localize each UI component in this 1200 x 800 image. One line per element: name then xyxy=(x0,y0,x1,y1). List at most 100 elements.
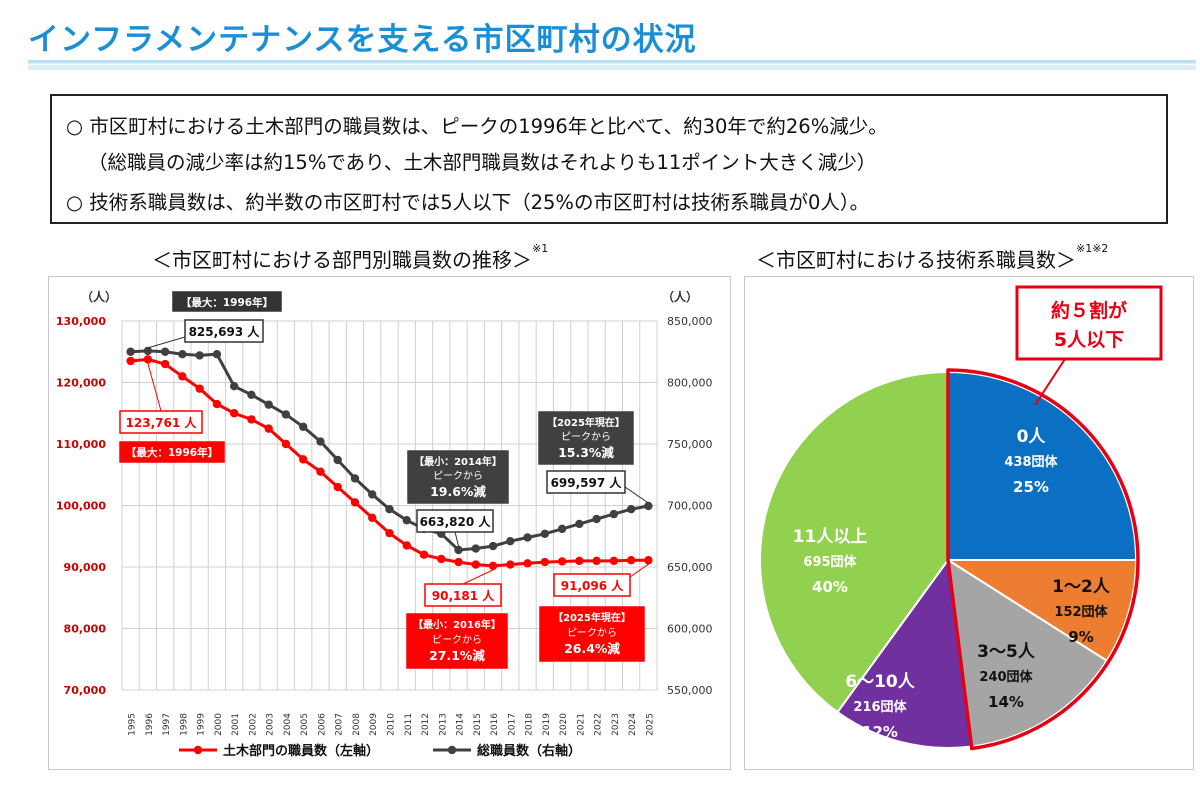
min-civil-header: 【最小：2016年】 xyxy=(413,618,501,631)
data-point xyxy=(368,490,377,499)
left-tick-label: 130,000 xyxy=(56,315,106,328)
x-tick-label: 1999 xyxy=(197,713,207,736)
data-point xyxy=(471,544,480,553)
data-point xyxy=(626,556,636,565)
data-point xyxy=(126,347,135,356)
pie-chart-panel: 0人 438団体 25% 1～2人 152団体 9% 3～5人 240団体 14% 6～10人 21… xyxy=(744,276,1194,770)
data-point xyxy=(316,467,325,476)
data-point xyxy=(195,384,204,393)
right-tick-label: 850,000 xyxy=(667,315,713,328)
data-point xyxy=(160,359,170,369)
data-point xyxy=(557,524,567,534)
x-tick-label: 2001 xyxy=(231,713,241,736)
data-point xyxy=(126,356,135,366)
pie-pct-one-two: 9% xyxy=(1068,628,1093,646)
x-tick-label: 2020 xyxy=(559,713,569,736)
data-point xyxy=(247,390,256,399)
min-civil-box xyxy=(406,613,508,669)
data-point xyxy=(299,455,308,464)
data-point xyxy=(592,556,601,566)
pie-highlight-outline xyxy=(946,368,1140,751)
left-tick-label: 120,000 xyxy=(56,377,106,390)
pie-callout: 約５割が 5人以下 xyxy=(1015,285,1163,406)
peak-total-value: 825,693 人 xyxy=(189,324,261,339)
pie-label-three-five: 3～5人 xyxy=(977,642,1036,662)
data-point xyxy=(368,513,377,522)
data-point xyxy=(592,514,601,524)
x-tick-label: 2015 xyxy=(473,713,483,736)
data-point xyxy=(402,516,411,525)
data-point xyxy=(506,560,515,569)
pie-label-one-two: 1～2人 xyxy=(1052,577,1111,597)
pie-callout-box xyxy=(1015,285,1163,361)
pie-pct-zero: 25% xyxy=(1013,478,1049,496)
data-point xyxy=(350,474,360,483)
now-total-pct: 15.3%減 xyxy=(558,445,614,460)
data-point xyxy=(402,541,411,550)
data-point xyxy=(195,351,204,360)
x-tick-label: 2006 xyxy=(317,713,327,736)
data-point xyxy=(523,533,532,542)
line-chart-panel: （人） （人） 130,000 120,000 110,000 100,000 90,000… xyxy=(48,276,731,770)
now-civil-value: 91,096 人 xyxy=(561,578,624,593)
data-point xyxy=(333,455,342,465)
now-total-header: 【2025年現在】 xyxy=(547,416,625,429)
x-tick-label: 1997 xyxy=(162,713,172,736)
peak-civil-leader xyxy=(147,363,162,412)
x-tick-label: 2024 xyxy=(628,713,638,736)
pie-highlight-outline-path xyxy=(946,368,1140,751)
data-point xyxy=(143,355,153,364)
pie-pct-six-ten: 12% xyxy=(862,723,898,741)
data-point xyxy=(350,498,360,507)
min-total-pct: 19.6%減 xyxy=(430,484,486,499)
data-point xyxy=(419,550,429,559)
data-point xyxy=(471,560,480,569)
data-point xyxy=(575,519,584,529)
line-chart-title: ＜市区町村における部門別職員数の推移＞※1 xyxy=(152,242,548,273)
x-tick-label: 2000 xyxy=(214,713,224,736)
x-tick-label: 2013 xyxy=(438,713,448,736)
pie-chart: 0人 438団体 25% 1～2人 152団体 9% 3～5人 240団体 14% 6～10人 21… xyxy=(759,285,1163,751)
left-tick-label: 110,000 xyxy=(56,438,106,451)
line-chart-title-text: ＜市区町村における部門別職員数の推移＞ xyxy=(152,248,532,272)
min-civil-pct: 27.1%減 xyxy=(429,648,485,663)
x-tick-label: 1996 xyxy=(145,713,155,736)
now-total-value: 699,597 人 xyxy=(551,475,623,490)
right-axis-unit: （人） xyxy=(662,289,698,304)
pie-count-zero: 438団体 xyxy=(1004,454,1058,470)
pie-count-six-ten: 216団体 xyxy=(853,699,907,715)
legend-swatch-marker xyxy=(447,745,457,755)
line-chart-legend: 土木部門の職員数（左軸） 総職員数（右軸） xyxy=(179,743,581,759)
x-tick-label: 2005 xyxy=(300,713,310,736)
title-underline xyxy=(28,60,1196,70)
data-point xyxy=(644,501,653,511)
left-tick-label: 90,000 xyxy=(64,561,107,574)
data-point xyxy=(264,400,273,409)
min-civil-value: 90,181 人 xyxy=(432,588,495,603)
data-point xyxy=(143,346,153,356)
data-point xyxy=(506,536,515,546)
min-total-box xyxy=(407,450,509,504)
pie-slice-three-five xyxy=(946,558,1109,748)
data-point xyxy=(609,556,619,566)
data-point xyxy=(437,554,446,564)
now-civil-from: ピークから xyxy=(567,627,617,639)
x-tick-label: 2004 xyxy=(283,713,293,736)
data-point xyxy=(212,399,222,409)
data-point xyxy=(540,529,550,538)
summary-line-1: ○ 市区町村における土木部門の職員数は、ピークの1996年と比べて、約30年で約… xyxy=(66,115,888,138)
now-total-from: ピークから xyxy=(561,431,611,443)
now-civil-box xyxy=(539,606,645,662)
x-tick-label: 1998 xyxy=(179,713,189,736)
x-tick-label: 2010 xyxy=(387,713,397,736)
data-point xyxy=(385,528,394,538)
left-tick-label: 80,000 xyxy=(64,623,107,636)
pie-slice-six-ten xyxy=(836,557,973,749)
x-tick-label: 2012 xyxy=(421,713,431,736)
x-tick-label: 2009 xyxy=(369,713,379,736)
now-total-value-box xyxy=(546,470,626,494)
legend-swatch-marker xyxy=(193,745,203,755)
pie-slice-eleven-plus xyxy=(759,370,949,714)
data-point xyxy=(644,556,653,565)
data-point xyxy=(488,541,498,551)
